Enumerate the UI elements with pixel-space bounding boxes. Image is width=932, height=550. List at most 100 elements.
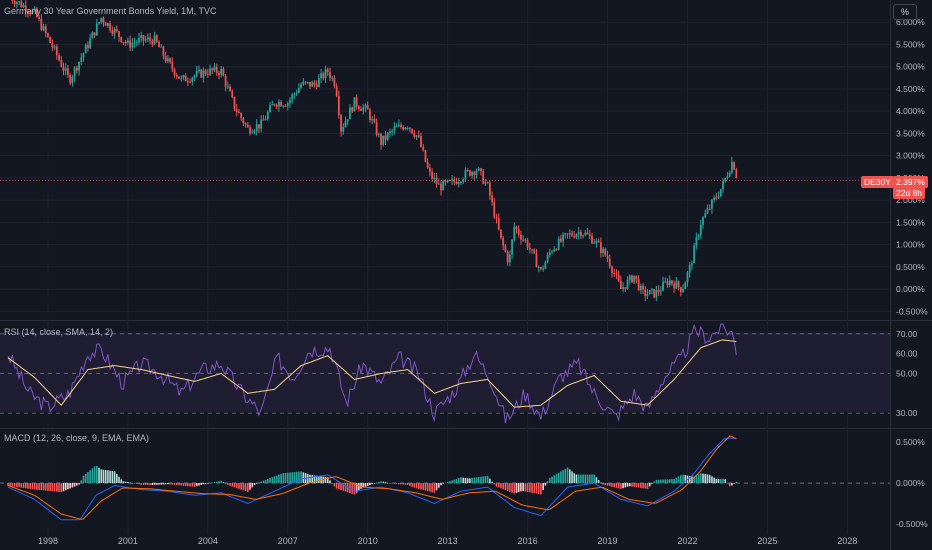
macd-hist-bar <box>557 472 560 484</box>
macd-hist-bar <box>553 475 556 484</box>
macd-hist-bar <box>715 478 718 484</box>
candle-up <box>135 42 138 44</box>
candle-up <box>42 26 45 30</box>
candle-up <box>253 130 256 133</box>
macd-hist-bar <box>62 483 65 492</box>
candle-down <box>244 123 247 125</box>
macd-hist-bar <box>560 471 562 484</box>
candle-down <box>588 234 591 236</box>
candle-up <box>344 121 347 128</box>
candle-up <box>457 182 460 184</box>
macd-hist-bar <box>53 483 56 492</box>
macd-hist-bar <box>300 471 302 484</box>
candle-down <box>631 275 633 283</box>
macd-hist-bar <box>409 483 411 486</box>
macd-hist-bar <box>575 474 578 484</box>
candle-down <box>20 1 23 8</box>
candle-down <box>118 31 120 37</box>
macd-hist-bar <box>258 482 260 484</box>
candle-down <box>240 113 243 119</box>
candle-down <box>155 35 158 43</box>
macd-hist-bar <box>602 483 604 485</box>
candle-down <box>175 75 178 77</box>
macd-hist-bar <box>189 483 191 487</box>
candle-up <box>113 28 116 34</box>
macd-hist-bar <box>466 478 469 484</box>
candle-down <box>235 109 238 112</box>
macd-hist-bar <box>735 481 738 484</box>
candle-down <box>533 249 536 254</box>
candle-down <box>40 19 43 30</box>
macd-hist-bar <box>415 483 418 489</box>
macd-hist-bar <box>662 479 664 484</box>
macd-hist-bar <box>275 475 278 484</box>
candle-down <box>204 70 207 75</box>
macd-hist-bar <box>293 472 296 484</box>
macd-hist-bar <box>118 476 120 484</box>
macd-hist-bar <box>473 477 476 484</box>
candle-up <box>100 17 103 23</box>
macd-hist-bar <box>162 483 165 485</box>
candle-down <box>360 108 362 111</box>
candle-down <box>224 76 227 87</box>
macd-hist-bar <box>120 479 123 484</box>
macd-hist-bar <box>515 483 518 493</box>
macd-hist-bar <box>440 483 442 486</box>
y-tick-label: 3.000% <box>896 151 925 161</box>
macd-hist-bar <box>568 469 571 484</box>
chart-title: Germany 30 Year Government Bonds Yield, … <box>4 6 217 16</box>
candle-up <box>389 131 391 134</box>
macd-hist-bar <box>58 483 60 492</box>
candle-down <box>517 229 520 235</box>
candle-up <box>564 233 567 235</box>
macd-hist-bar <box>360 483 362 489</box>
macd-hist-bar <box>657 479 660 484</box>
candle-up <box>107 23 109 26</box>
macd-hist-bar <box>444 482 447 484</box>
candle-up <box>397 124 400 127</box>
candle-down <box>24 5 27 12</box>
macd-hist-bar <box>309 474 311 484</box>
macd-hist-bar <box>666 479 669 484</box>
macd-hist-bar <box>133 483 136 484</box>
candle-up <box>702 217 704 225</box>
rsi-plot <box>7 323 737 424</box>
candle-up <box>648 290 651 295</box>
candle-up <box>202 70 205 78</box>
macd-hist-bar <box>380 481 382 484</box>
macd-hist-bar <box>231 483 234 487</box>
macd-hist-bar <box>9 483 12 486</box>
candle-down <box>104 22 107 26</box>
candle-up <box>91 32 94 39</box>
macd-hist-bar <box>36 483 38 490</box>
x-tick-label: 2022 <box>677 536 697 546</box>
candle-down <box>337 95 340 116</box>
candle-up <box>711 199 713 209</box>
macd-hist-bar <box>637 483 640 488</box>
candle-down <box>431 171 434 179</box>
y-tick-label: 3.500% <box>896 128 925 138</box>
x-tick-label: 2019 <box>598 536 618 546</box>
macd-hist-bar <box>195 483 198 487</box>
macd-hist-bar <box>682 474 684 484</box>
macd-hist-bar <box>406 483 409 485</box>
macd-hist-bar <box>187 483 189 487</box>
macd-hist-bar <box>451 480 453 484</box>
macd-hist-bar <box>624 483 627 488</box>
candle-up <box>195 71 198 76</box>
candle-down <box>313 82 316 85</box>
candle-down <box>357 106 360 109</box>
unit-button[interactable]: % <box>893 4 917 20</box>
y-tick-label: 6.000% <box>896 17 925 27</box>
candle-down <box>49 36 52 44</box>
macd-hist-bar <box>633 483 635 487</box>
candle-up <box>602 248 605 253</box>
macd-hist-bar <box>426 483 429 492</box>
macd-hist-bar <box>180 483 182 486</box>
candle-down <box>611 266 613 274</box>
candle-down <box>435 177 438 184</box>
macd-hist-bar <box>653 481 655 484</box>
macd-hist-bar <box>417 483 420 489</box>
